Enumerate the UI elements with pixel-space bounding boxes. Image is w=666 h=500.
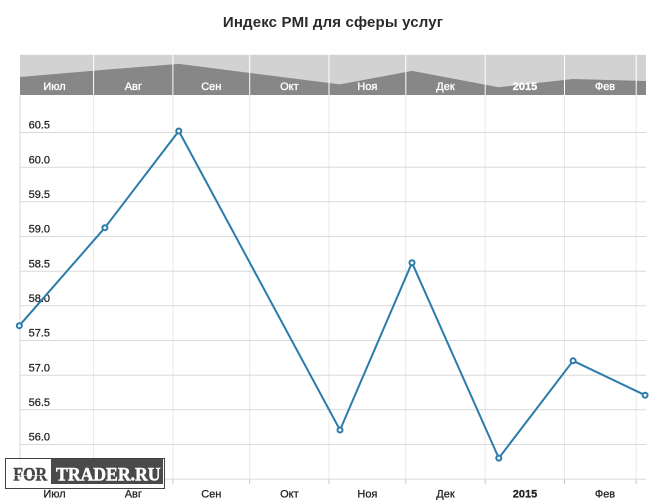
svg-text:Авг: Авг	[125, 488, 142, 500]
svg-text:57.0: 57.0	[29, 362, 50, 374]
svg-text:Фев: Фев	[595, 81, 615, 93]
svg-text:58.5: 58.5	[29, 258, 50, 270]
svg-text:56.5: 56.5	[29, 397, 50, 409]
svg-text:Сен: Сен	[201, 488, 221, 500]
svg-text:60.0: 60.0	[29, 154, 50, 166]
svg-text:59.5: 59.5	[29, 189, 50, 201]
svg-text:Июл: Июл	[43, 488, 65, 500]
svg-text:57.5: 57.5	[29, 328, 50, 340]
svg-text:Сен: Сен	[201, 81, 221, 93]
svg-text:Дек: Дек	[436, 81, 455, 93]
svg-text:60.5: 60.5	[29, 120, 50, 132]
svg-text:Июл: Июл	[43, 81, 65, 93]
svg-text:Ноя: Ноя	[357, 81, 377, 93]
svg-text:Окт: Окт	[280, 488, 299, 500]
svg-text:Фев: Фев	[595, 488, 615, 500]
svg-text:Ноя: Ноя	[357, 488, 377, 500]
svg-text:2015: 2015	[513, 81, 537, 93]
svg-text:Окт: Окт	[280, 81, 299, 93]
svg-text:2015: 2015	[513, 488, 537, 500]
svg-text:Авг: Авг	[125, 81, 142, 93]
svg-text:56.0: 56.0	[29, 432, 50, 444]
svg-text:Дек: Дек	[436, 488, 455, 500]
svg-text:59.0: 59.0	[29, 224, 50, 236]
